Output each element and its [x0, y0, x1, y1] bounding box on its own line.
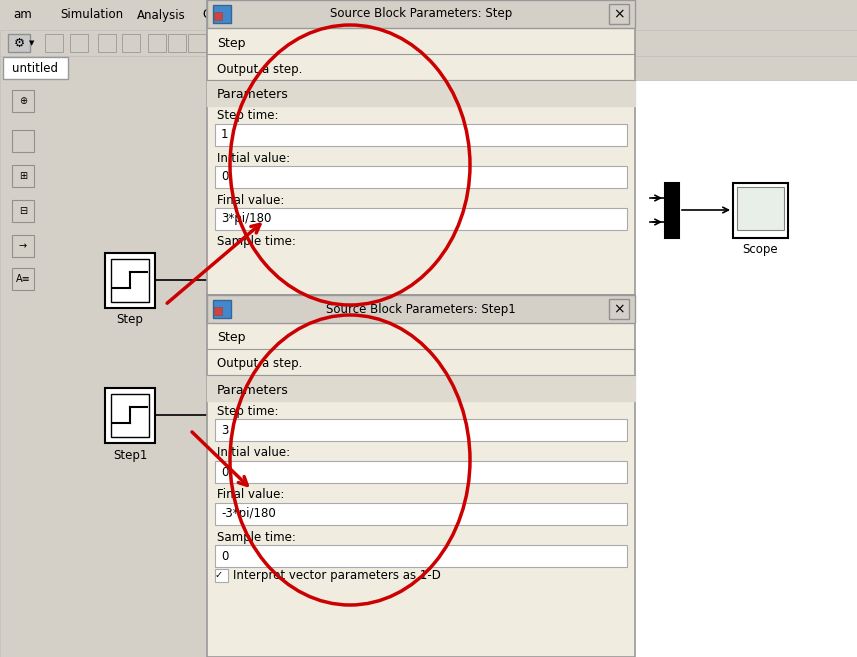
- Bar: [215, 419, 627, 441]
- Text: Source Block Parameters: Step: Source Block Parameters: Step: [330, 7, 512, 20]
- Text: 3*pi/180: 3*pi/180: [221, 212, 272, 225]
- Bar: [12, 90, 34, 112]
- Bar: [207, 0, 635, 295]
- Text: ✓: ✓: [215, 570, 223, 580]
- Text: -3*pi/180: -3*pi/180: [221, 507, 276, 520]
- Text: 0: 0: [221, 466, 228, 478]
- Bar: [214, 307, 222, 315]
- Bar: [207, 80, 635, 106]
- Bar: [0, 30, 857, 56]
- Bar: [215, 503, 627, 525]
- Text: Output a step.: Output a step.: [217, 62, 303, 76]
- Text: ⊞: ⊞: [19, 171, 27, 181]
- Text: Simulation: Simulation: [60, 9, 123, 22]
- Text: 0: 0: [221, 549, 228, 562]
- Bar: [0, 56, 207, 657]
- Bar: [168, 34, 186, 52]
- Bar: [105, 388, 155, 443]
- Text: am: am: [13, 9, 32, 22]
- Bar: [213, 300, 231, 318]
- Bar: [215, 166, 627, 188]
- Bar: [609, 4, 629, 24]
- Bar: [215, 569, 228, 582]
- Bar: [12, 235, 34, 257]
- Text: ⊕: ⊕: [19, 96, 27, 106]
- Text: untitled: untitled: [12, 62, 58, 74]
- Text: →: →: [19, 241, 27, 251]
- Text: Step: Step: [217, 332, 245, 344]
- Bar: [98, 34, 116, 52]
- Bar: [0, 56, 857, 80]
- Bar: [207, 375, 635, 401]
- Bar: [105, 253, 155, 308]
- Text: Analysis: Analysis: [137, 9, 186, 22]
- Bar: [733, 183, 788, 238]
- Text: Step: Step: [217, 37, 245, 49]
- Bar: [609, 299, 629, 319]
- Text: Step time:: Step time:: [217, 110, 279, 122]
- Text: 3: 3: [221, 424, 228, 436]
- Text: ×: ×: [614, 302, 625, 316]
- Bar: [665, 183, 679, 238]
- Text: Parameters: Parameters: [217, 89, 289, 101]
- Bar: [207, 295, 635, 657]
- Bar: [12, 200, 34, 222]
- Text: ×: ×: [614, 7, 625, 21]
- Bar: [215, 461, 627, 483]
- Text: 1: 1: [221, 129, 229, 141]
- Bar: [111, 259, 149, 302]
- Bar: [3, 57, 68, 79]
- Text: Step time:: Step time:: [217, 405, 279, 417]
- Text: Output a step.: Output a step.: [217, 357, 303, 371]
- Text: ⊟: ⊟: [19, 206, 27, 216]
- Text: Final value:: Final value:: [217, 489, 285, 501]
- Text: Initial value:: Initial value:: [217, 447, 291, 459]
- Bar: [207, 295, 635, 323]
- Text: Step: Step: [117, 313, 143, 327]
- Text: A≡: A≡: [15, 274, 30, 284]
- Text: ▼: ▼: [29, 40, 34, 46]
- Bar: [12, 130, 34, 152]
- Bar: [12, 268, 34, 290]
- Text: Scope: Scope: [742, 242, 778, 256]
- Bar: [214, 12, 222, 20]
- Bar: [215, 208, 627, 230]
- Bar: [207, 0, 635, 28]
- Bar: [148, 34, 166, 52]
- Bar: [45, 34, 63, 52]
- Text: Final value:: Final value:: [217, 194, 285, 206]
- Bar: [215, 545, 627, 567]
- Bar: [122, 34, 140, 52]
- Text: Sample time:: Sample time:: [217, 235, 296, 248]
- Bar: [12, 165, 34, 187]
- Bar: [188, 34, 206, 52]
- Text: Step1: Step1: [113, 449, 147, 461]
- Bar: [70, 34, 88, 52]
- Text: Initial value:: Initial value:: [217, 152, 291, 164]
- Text: Code: Code: [202, 9, 232, 22]
- Text: Interpret vector parameters as 1-D: Interpret vector parameters as 1-D: [233, 568, 440, 581]
- Text: ⚙: ⚙: [14, 37, 25, 49]
- Bar: [737, 187, 784, 230]
- Bar: [215, 124, 627, 146]
- Text: Parameters: Parameters: [217, 384, 289, 397]
- Bar: [0, 0, 857, 30]
- Text: Source Block Parameters: Step1: Source Block Parameters: Step1: [327, 302, 516, 315]
- Bar: [213, 5, 231, 23]
- Text: 0: 0: [221, 171, 228, 183]
- Bar: [111, 394, 149, 437]
- Bar: [207, 80, 857, 657]
- Text: Sample time:: Sample time:: [217, 530, 296, 543]
- Bar: [8, 34, 30, 52]
